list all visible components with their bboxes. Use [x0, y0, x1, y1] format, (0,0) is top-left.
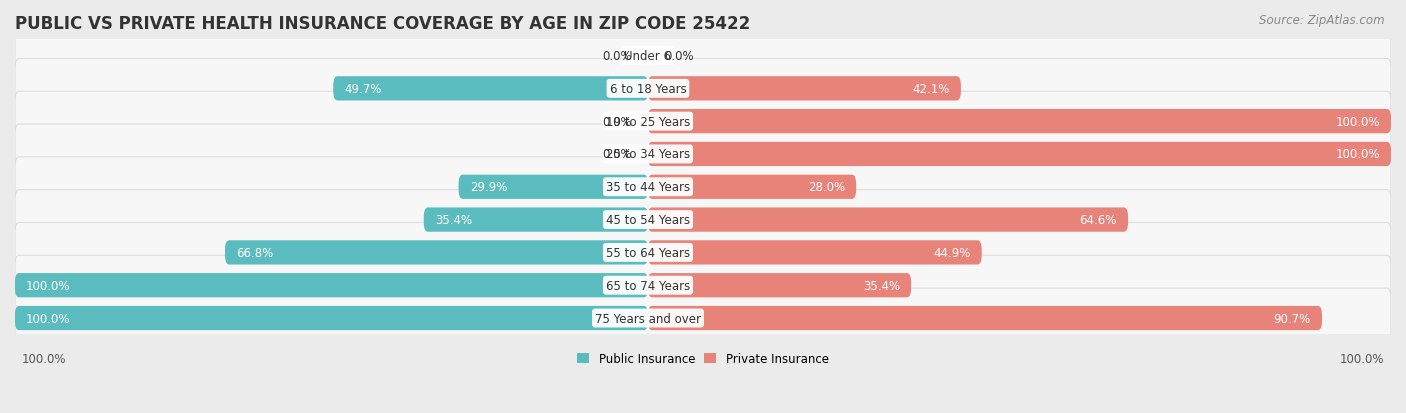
Legend: Public Insurance, Private Insurance: Public Insurance, Private Insurance: [572, 348, 834, 370]
Text: 19 to 25 Years: 19 to 25 Years: [606, 115, 690, 128]
FancyBboxPatch shape: [648, 273, 911, 298]
Text: 35.4%: 35.4%: [434, 214, 472, 227]
FancyBboxPatch shape: [648, 110, 1391, 134]
FancyBboxPatch shape: [15, 190, 1391, 250]
FancyBboxPatch shape: [15, 125, 1391, 185]
Text: 100.0%: 100.0%: [1336, 148, 1381, 161]
FancyBboxPatch shape: [225, 241, 648, 265]
Text: 66.8%: 66.8%: [236, 246, 273, 259]
Text: 29.9%: 29.9%: [470, 181, 508, 194]
FancyBboxPatch shape: [15, 223, 1391, 282]
Text: 100.0%: 100.0%: [25, 312, 70, 325]
FancyBboxPatch shape: [15, 157, 1391, 217]
Text: 49.7%: 49.7%: [344, 83, 382, 95]
Text: PUBLIC VS PRIVATE HEALTH INSURANCE COVERAGE BY AGE IN ZIP CODE 25422: PUBLIC VS PRIVATE HEALTH INSURANCE COVER…: [15, 15, 751, 33]
Text: 100.0%: 100.0%: [22, 352, 66, 365]
Text: 0.0%: 0.0%: [602, 115, 631, 128]
Text: 75 Years and over: 75 Years and over: [595, 312, 702, 325]
Text: 6 to 18 Years: 6 to 18 Years: [610, 83, 686, 95]
Text: 0.0%: 0.0%: [665, 50, 695, 63]
FancyBboxPatch shape: [15, 26, 1391, 86]
FancyBboxPatch shape: [648, 241, 981, 265]
FancyBboxPatch shape: [15, 273, 648, 298]
Text: 35 to 44 Years: 35 to 44 Years: [606, 181, 690, 194]
Text: 25 to 34 Years: 25 to 34 Years: [606, 148, 690, 161]
FancyBboxPatch shape: [648, 175, 856, 199]
FancyBboxPatch shape: [648, 208, 1128, 232]
Text: Source: ZipAtlas.com: Source: ZipAtlas.com: [1260, 14, 1385, 27]
Text: 90.7%: 90.7%: [1274, 312, 1310, 325]
Text: 0.0%: 0.0%: [602, 148, 631, 161]
FancyBboxPatch shape: [648, 306, 1322, 330]
Text: 45 to 54 Years: 45 to 54 Years: [606, 214, 690, 227]
FancyBboxPatch shape: [648, 77, 960, 101]
Text: 100.0%: 100.0%: [25, 279, 70, 292]
FancyBboxPatch shape: [15, 59, 1391, 119]
FancyBboxPatch shape: [648, 142, 1391, 167]
FancyBboxPatch shape: [423, 208, 648, 232]
FancyBboxPatch shape: [458, 175, 648, 199]
Text: 28.0%: 28.0%: [808, 181, 845, 194]
Text: 0.0%: 0.0%: [602, 50, 631, 63]
Text: Under 6: Under 6: [624, 50, 672, 63]
Text: 64.6%: 64.6%: [1080, 214, 1116, 227]
Text: 65 to 74 Years: 65 to 74 Years: [606, 279, 690, 292]
Text: 42.1%: 42.1%: [912, 83, 950, 95]
FancyBboxPatch shape: [15, 288, 1391, 348]
Text: 100.0%: 100.0%: [1336, 115, 1381, 128]
Text: 44.9%: 44.9%: [934, 246, 970, 259]
Text: 100.0%: 100.0%: [1340, 352, 1384, 365]
FancyBboxPatch shape: [15, 92, 1391, 152]
FancyBboxPatch shape: [333, 77, 648, 101]
FancyBboxPatch shape: [15, 306, 648, 330]
FancyBboxPatch shape: [15, 256, 1391, 316]
Text: 35.4%: 35.4%: [863, 279, 900, 292]
Text: 55 to 64 Years: 55 to 64 Years: [606, 246, 690, 259]
